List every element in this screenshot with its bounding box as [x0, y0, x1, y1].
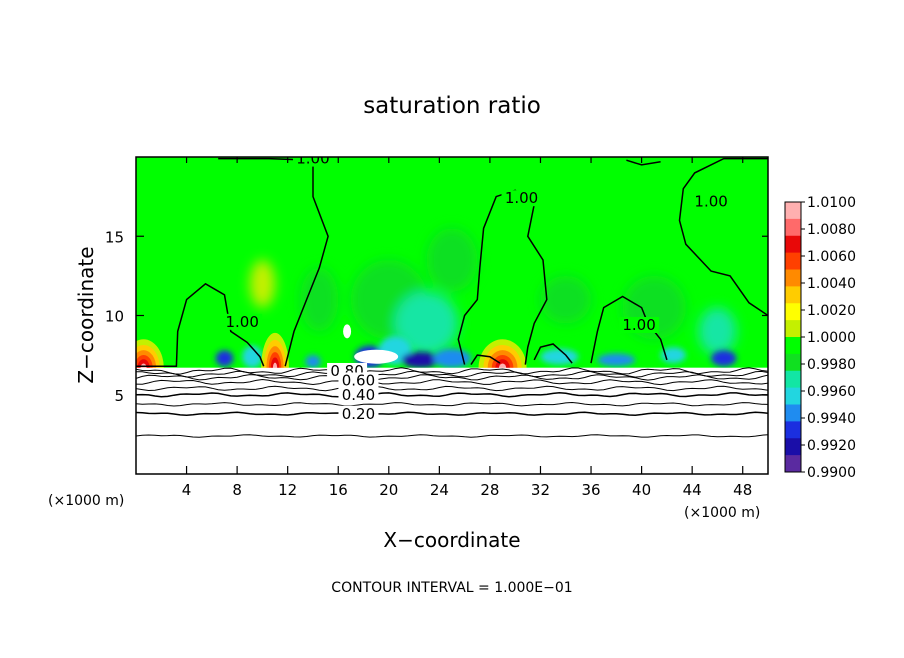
colorbar-tick-label: 1.0000 [807, 330, 856, 346]
colorbar-swatch [785, 337, 801, 355]
x-tick-label: 32 [531, 481, 550, 499]
cloud-layer [136, 367, 768, 474]
contour-label: 1.00 [225, 313, 258, 331]
x-tick-label: 20 [379, 481, 398, 499]
colorbar-swatch [785, 320, 801, 338]
y-axis-label: Z−coordinate [74, 246, 98, 383]
x-tick-label: 36 [581, 481, 600, 499]
contour-line-1.00 [136, 282, 265, 367]
colorbar-swatch [785, 303, 801, 321]
contour-line-1.00 [626, 159, 661, 166]
colorbar-swatch [785, 286, 801, 304]
x-tick-label: 44 [683, 481, 702, 499]
contour-line-1.00 [218, 157, 329, 367]
contour-label: 1.00 [622, 316, 655, 334]
x-tick-label: 12 [278, 481, 297, 499]
y-tick-label: 15 [105, 228, 124, 246]
contour-labels: 1.001.00 1.001.00 1.000.800.600.400.20 [222, 150, 732, 423]
contour-line-1.00 [678, 157, 768, 317]
contour-line-1.00 [590, 295, 668, 364]
colorbar-tick-label: 0.9960 [807, 384, 856, 400]
colorbar-swatch [785, 269, 801, 287]
y-tick-label: 5 [114, 387, 124, 405]
contour-line [136, 367, 768, 375]
contour-label-bg [292, 157, 333, 167]
colorbar-tick-label: 1.0040 [807, 276, 856, 292]
contour-label-bg [338, 372, 379, 389]
colorbar-swatch [785, 353, 801, 372]
contour-label: 1.00 [296, 150, 329, 168]
x-tick-label: 28 [480, 481, 499, 499]
x-unit-left: (×1000 m) [48, 493, 124, 509]
chart-title: saturation ratio [363, 93, 541, 119]
plot-area: 1.001.00 1.001.00 1.000.800.600.400.20 [136, 150, 768, 474]
stratified-contours [136, 367, 768, 438]
colorbar-tick-label: 0.9980 [807, 357, 856, 373]
colorbar-swatch [785, 202, 801, 220]
contour-line [136, 378, 768, 386]
contour-line-1.00 [533, 343, 573, 364]
colorbar-tick-label: 0.9920 [807, 438, 856, 454]
x-tick-label: 8 [232, 481, 242, 499]
colorbar-swatch [785, 455, 801, 473]
contour-line [136, 385, 768, 392]
x-tick-label: 16 [329, 481, 348, 499]
colorbar-tick-label: 1.0060 [807, 249, 856, 265]
contour-label: 0.60 [342, 371, 375, 389]
contour-label: 1.00 [694, 192, 727, 210]
y-tick-label: 10 [105, 308, 124, 326]
x-unit-right: (×1000 m) [684, 505, 760, 521]
colorbar-tick-label: 0.9900 [807, 465, 856, 481]
field-variations [249, 228, 737, 356]
x-axis-label: X−coordinate [383, 528, 520, 552]
colorbar-swatch [785, 404, 801, 422]
colorbar-swatch [785, 421, 801, 439]
colorbar-swatch [785, 218, 801, 237]
x-tick-label: 40 [632, 481, 651, 499]
colorbar-swatch [785, 235, 801, 254]
contour-label-bg [691, 193, 732, 210]
colorbar-swatch [785, 438, 801, 456]
contour-line-1.00 [470, 354, 501, 366]
colorbar-tick-label: 1.0080 [807, 222, 856, 238]
contour-label-bg [338, 386, 379, 403]
cloud-turret [343, 324, 352, 339]
colorbar-swatch [785, 387, 801, 405]
contour-label-bg [222, 313, 263, 330]
colorbar-tick-label: 1.0100 [807, 195, 856, 211]
contour-line [136, 374, 768, 381]
x-tick-label: 48 [733, 481, 752, 499]
contour-label-bg [501, 190, 542, 207]
x-tick-label: 4 [182, 481, 192, 499]
contour-interval-note: CONTOUR INTERVAL = 1.000E−01 [331, 580, 572, 596]
cloud-top-bulge [354, 349, 399, 364]
x-axis: 4 8 12 16 20 24 28 32 36 40 44 48 [182, 157, 752, 499]
contour-line [136, 392, 768, 398]
colorbar-swatch [785, 370, 801, 389]
colorbar-tick-label: 1.0020 [807, 303, 856, 319]
contour-label: 1.00 [505, 189, 538, 207]
contour-line [136, 411, 768, 417]
colorbar-tick-label: 0.9940 [807, 411, 856, 427]
x-tick-label: 24 [430, 481, 449, 499]
contour-line [136, 434, 768, 438]
y-axis: 5 10 15 [105, 228, 768, 405]
contour-label-bg [338, 405, 379, 422]
contour-line [136, 401, 768, 407]
contour-label-bg [619, 317, 660, 334]
colorbar: 1.0100 1.0080 1.0060 1.0040 1.0020 1.0000 0.99… [784, 195, 856, 481]
contour-label: 0.40 [342, 386, 375, 404]
contour-label: 0.20 [342, 405, 375, 423]
colorbar-swatch [785, 252, 801, 270]
